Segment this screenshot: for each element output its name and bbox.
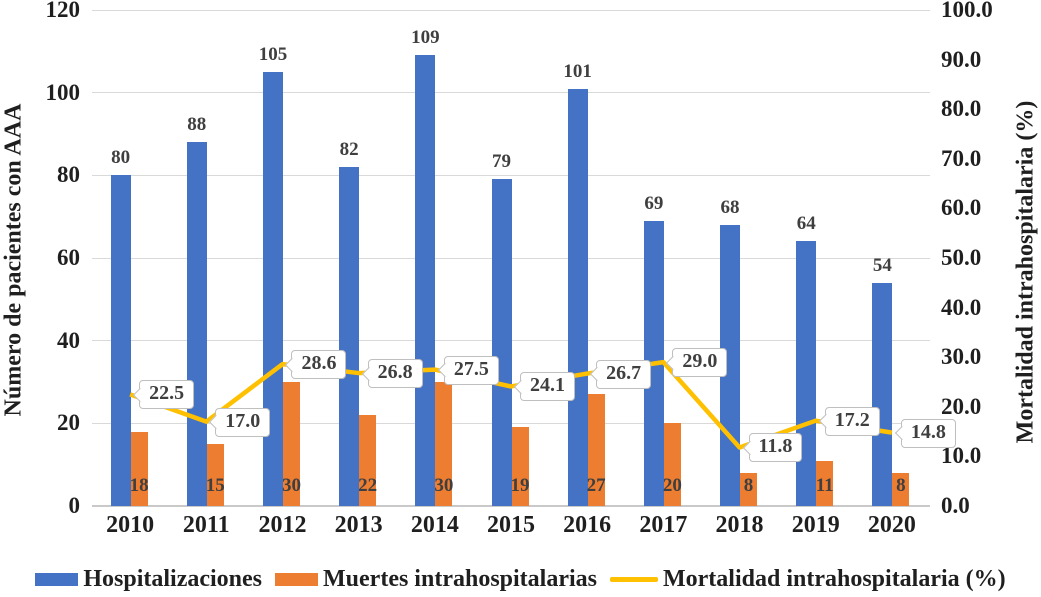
right-axis-tick: 70.0 xyxy=(941,145,982,171)
bar-muertes xyxy=(892,472,910,506)
bar-muertes xyxy=(740,472,758,506)
legend-swatch-mortalidad-intrahospitalaria xyxy=(610,576,658,582)
bar-value-label-hospitalizaciones: 80 xyxy=(111,147,131,169)
legend: Hospitalizaciones Muertes intrahospitalar… xyxy=(0,563,1041,595)
bar-value-label-hospitalizaciones: 109 xyxy=(411,27,440,49)
x-axis-line xyxy=(92,505,930,507)
x-axis-label: 2017 xyxy=(639,512,688,538)
bar-value-label-muertes: 8 xyxy=(896,475,906,496)
legend-label-hospitalizaciones: Hospitalizaciones xyxy=(83,565,263,592)
bar-value-label-hospitalizaciones: 101 xyxy=(563,60,592,82)
x-axis-label: 2020 xyxy=(867,512,916,538)
gridline xyxy=(92,9,930,11)
bar-hospitalizaciones xyxy=(339,167,360,506)
line-data-callout: 22.5 xyxy=(139,380,195,410)
legend-swatch-muertes-intrahospitalarias xyxy=(275,572,319,586)
right-axis-tick: 50.0 xyxy=(941,245,982,270)
bar-hospitalizaciones xyxy=(567,88,588,506)
left-axis-tick: 20 xyxy=(57,410,80,436)
line-data-callout: 11.8 xyxy=(748,433,803,463)
x-axis-label: 2018 xyxy=(715,512,764,538)
x-axis-label: 2011 xyxy=(182,512,230,538)
bar-value-label-muertes: 22 xyxy=(358,475,378,496)
right-axis-tick: 30.0 xyxy=(941,344,982,370)
left-axis-tick: 0 xyxy=(68,493,81,518)
bar-muertes xyxy=(130,431,148,506)
bar-value-label-muertes: 20 xyxy=(662,475,682,496)
right-axis-tick: 80.0 xyxy=(941,96,982,122)
bar-value-label-muertes: 15 xyxy=(205,475,225,496)
bar-value-label-hospitalizaciones: 79 xyxy=(492,151,511,173)
legend-item-hospitalizaciones: Hospitalizaciones xyxy=(35,566,262,593)
bar-hospitalizaciones xyxy=(415,55,436,506)
x-axis-label: 2014 xyxy=(410,512,459,538)
right-axis-tick: 90.0 xyxy=(941,46,982,72)
right-axis-tick: 100.0 xyxy=(941,0,993,22)
bar-value-label-hospitalizaciones: 69 xyxy=(644,192,664,214)
bar-value-label-hospitalizaciones: 88 xyxy=(187,114,207,136)
right-axis-tick: 40.0 xyxy=(941,294,982,320)
line-data-callout: 17.0 xyxy=(215,407,271,437)
left-axis-tick: 120 xyxy=(45,0,81,22)
x-axis-labels: 2010 2011 2012 2013 2014 2015 2016 2017 2018 2019… xyxy=(92,512,930,542)
bar-value-label-hospitalizaciones: 82 xyxy=(339,139,359,161)
bar-value-label-muertes: 19 xyxy=(510,475,530,496)
line-data-callout: 24.1 xyxy=(520,372,575,402)
left-axis-tick: 100 xyxy=(45,79,81,105)
x-axis-label: 2015 xyxy=(487,512,535,538)
line-data-callout: 26.7 xyxy=(596,359,652,389)
bar-hospitalizaciones xyxy=(872,282,893,506)
legend-item-mortalidad-intrahospitalaria: Mortalidad intrahospitalaria (%) xyxy=(610,566,1006,593)
bar-value-label-muertes: 30 xyxy=(434,475,454,496)
legend-swatch-hospitalizaciones xyxy=(35,572,79,586)
left-axis-tick: 40 xyxy=(57,327,80,353)
gridline xyxy=(92,92,930,94)
right-axis-tick: 20.0 xyxy=(941,393,982,419)
bar-hospitalizaciones xyxy=(110,175,131,506)
legend-item-muertes-intrahospitalarias: Muertes intrahospitalarias xyxy=(275,566,597,593)
bar-value-label-muertes: 27 xyxy=(586,475,606,496)
legend-label-muertes-intrahospitalarias: Muertes intrahospitalarias xyxy=(323,565,597,592)
x-axis-label: 2012 xyxy=(258,512,307,538)
bar-muertes xyxy=(816,460,834,506)
left-axis-tick: 80 xyxy=(57,162,80,188)
bar-hospitalizaciones xyxy=(262,72,283,506)
right-axis-tick: 60.0 xyxy=(941,195,982,221)
line-data-callout: 14.8 xyxy=(900,418,956,448)
bar-hospitalizaciones xyxy=(491,179,512,506)
bar-value-label-muertes: 11 xyxy=(815,475,834,496)
x-axis-label: 2016 xyxy=(563,512,612,538)
bar-value-label-muertes: 8 xyxy=(743,475,754,496)
line-data-callout: 27.5 xyxy=(443,355,499,385)
bar-value-label-hospitalizaciones: 105 xyxy=(258,44,288,65)
bar-value-label-muertes: 30 xyxy=(281,475,301,496)
line-data-callout: 28.6 xyxy=(291,350,347,380)
right-axis-tick: 0.0 xyxy=(941,493,970,518)
gridline xyxy=(92,174,930,176)
line-data-callout: 17.2 xyxy=(824,406,880,436)
left-axis-tick: 60 xyxy=(57,245,80,270)
x-axis-label: 2019 xyxy=(791,512,840,538)
plot-area: 80 18 88 15 105 30 82 22 109 30 79 19 101 27 69 20 68 8 64… xyxy=(92,0,956,507)
line-data-callout: 29.0 xyxy=(672,348,728,378)
line-data-callout: 26.8 xyxy=(367,359,423,389)
bar-value-label-hospitalizaciones: 64 xyxy=(796,213,816,235)
x-axis-label: 2010 xyxy=(106,512,155,538)
bar-hospitalizaciones xyxy=(186,142,207,506)
bar-value-label-hospitalizaciones: 54 xyxy=(872,254,892,276)
x-axis-label: 2013 xyxy=(334,512,383,538)
bar-value-label-muertes: 18 xyxy=(129,475,149,496)
bar-hospitalizaciones xyxy=(796,241,817,506)
legend-label-mortalidad-intrahospitalaria: Mortalidad intrahospitalaria (%) xyxy=(663,565,1006,592)
bar-value-label-hospitalizaciones: 68 xyxy=(720,196,740,218)
bar-muertes xyxy=(206,444,224,506)
